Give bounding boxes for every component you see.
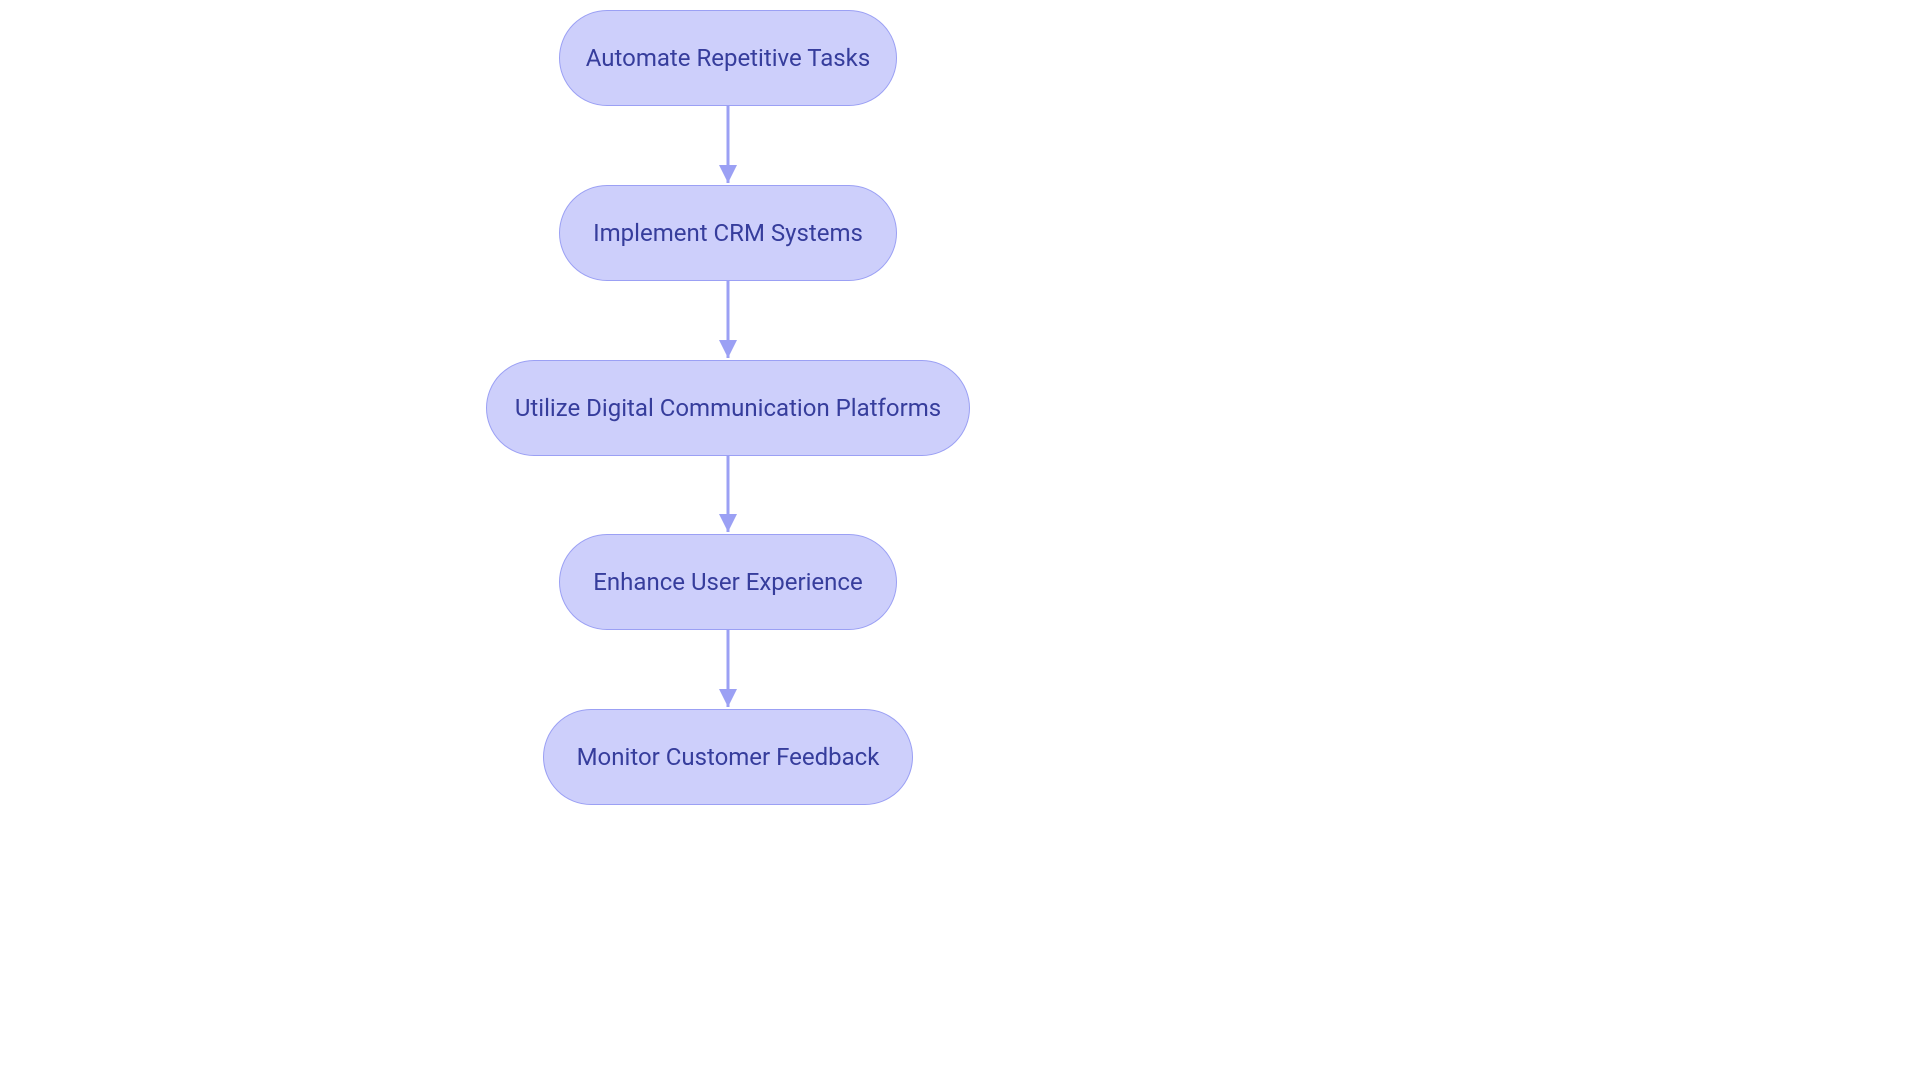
flowchart-node: Automate Repetitive Tasks <box>559 10 897 106</box>
flowchart-node: Monitor Customer Feedback <box>543 709 913 805</box>
flowchart-node-label: Automate Repetitive Tasks <box>586 44 870 72</box>
flowchart-node: Utilize Digital Communication Platforms <box>486 360 970 456</box>
flowchart-edges <box>0 0 1920 1083</box>
flowchart-node-label: Monitor Customer Feedback <box>577 743 880 771</box>
flowchart-node: Enhance User Experience <box>559 534 897 630</box>
flowchart-canvas: Automate Repetitive Tasks Implement CRM S… <box>0 0 1920 1083</box>
flowchart-node: Implement CRM Systems <box>559 185 897 281</box>
flowchart-node-label: Enhance User Experience <box>593 568 862 596</box>
flowchart-node-label: Utilize Digital Communication Platforms <box>515 394 941 422</box>
flowchart-node-label: Implement CRM Systems <box>593 219 863 247</box>
